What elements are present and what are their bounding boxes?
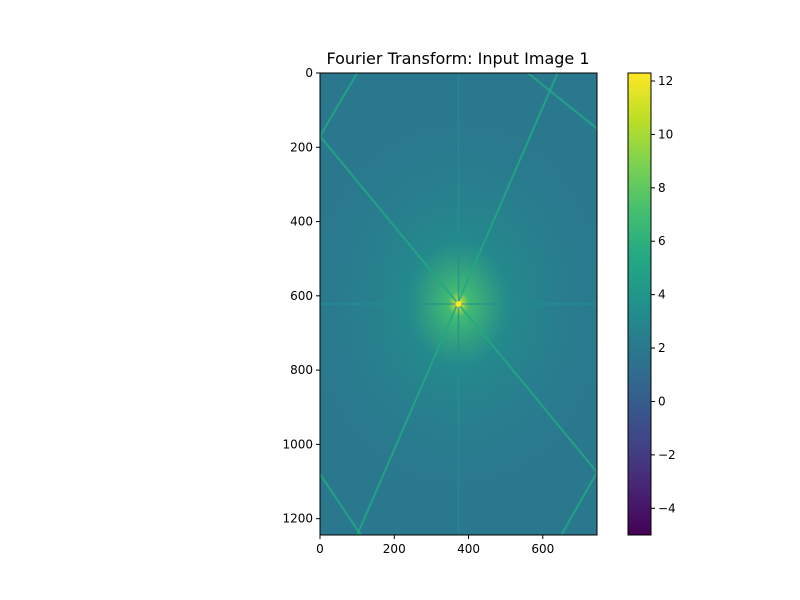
plot-frame (319, 72, 598, 536)
y-tick-label: 0 (305, 66, 313, 80)
colorbar-tick-label: 0 (658, 394, 666, 408)
chart-title: Fourier Transform: Input Image 1 (326, 49, 589, 68)
y-axis: 0 200 400 600 800 1000 1200 (282, 66, 320, 526)
x-tick-label: 400 (457, 542, 480, 556)
y-tick-label: 400 (290, 215, 313, 229)
spectrum-peak (455, 301, 462, 307)
y-tick-label: 600 (290, 289, 313, 303)
colorbar-tick-label: 6 (658, 234, 666, 248)
y-tick-label: 200 (290, 140, 313, 154)
spectrum-plot-area (320, 73, 597, 535)
colorbar-tick-label: 8 (658, 181, 666, 195)
x-axis: 0 200 400 600 (316, 535, 554, 556)
x-tick-label: 200 (383, 542, 406, 556)
spectrum-streak-4 (320, 473, 362, 535)
colorbar-gradient (627, 72, 652, 536)
colorbar: −4 −2 0 2 4 6 8 10 12 (627, 72, 676, 536)
colorbar-tick-label: 10 (658, 127, 673, 141)
colorbar-tick-label: −2 (658, 448, 676, 462)
x-tick-label: 0 (316, 542, 324, 556)
colorbar-tick-label: 4 (658, 288, 666, 302)
spectrum-streak-3 (527, 73, 597, 130)
colorbar-tick-label: 2 (658, 341, 666, 355)
x-tick-label: 600 (531, 542, 554, 556)
colorbar-tick-label: −4 (658, 501, 676, 515)
y-tick-label: 1200 (282, 512, 313, 526)
colorbar-tick-label: 12 (658, 74, 673, 88)
y-tick-label: 800 (290, 363, 313, 377)
spectrum-streak-2 (320, 73, 358, 137)
y-tick-label: 1000 (282, 437, 313, 451)
spectrum-streak-5 (560, 471, 597, 535)
